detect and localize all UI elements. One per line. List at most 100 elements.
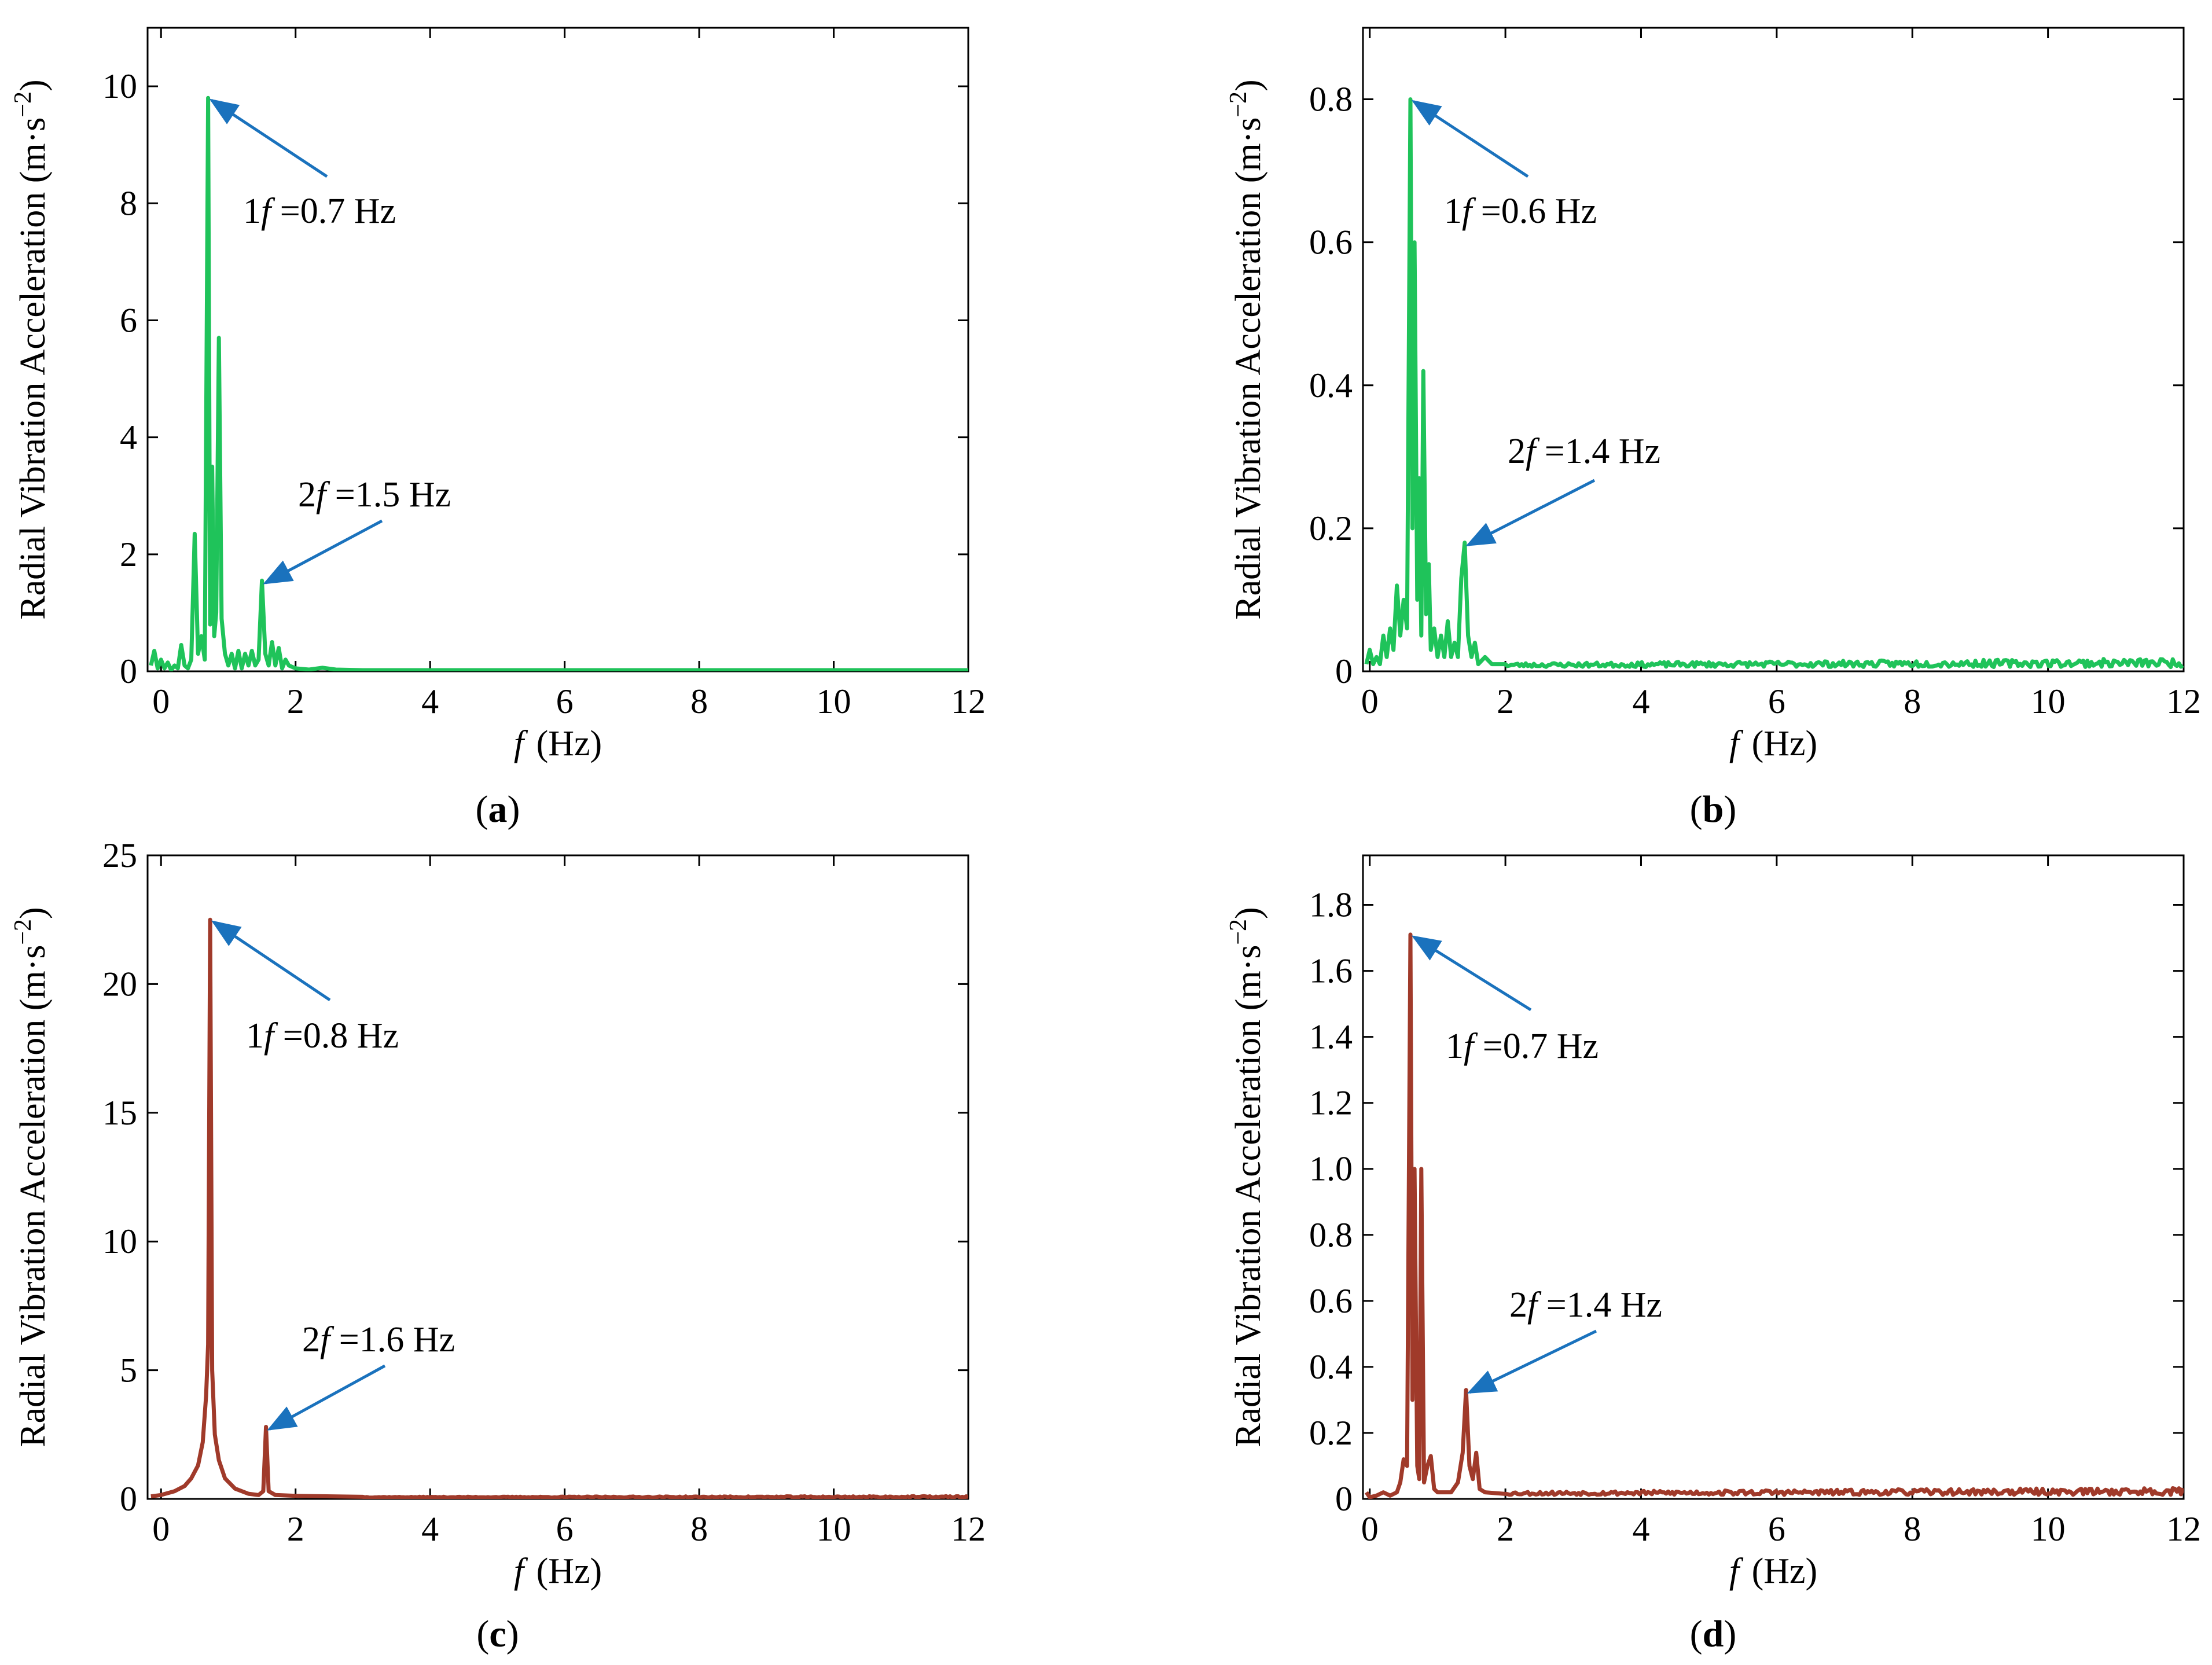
x-tick-label: 0 — [152, 1510, 170, 1548]
caption-close: ) — [506, 1613, 519, 1655]
y-axis-label-main: Radial Vibration Acceleration (m·s — [13, 945, 53, 1447]
y-tick-label: 6 — [120, 301, 137, 339]
annotation-harmonic-num: 1 — [246, 1016, 264, 1056]
annotation-value: =1.4 Hz — [1535, 432, 1660, 471]
x-tick-label: 2 — [1497, 682, 1514, 721]
annotation-arrow — [209, 98, 328, 178]
y-axis-label: Radial Vibration Acceleration (m·s−2) — [10, 907, 53, 1447]
annotation-harmonic-num: 2 — [1509, 1285, 1527, 1325]
y-tick-label: 0.4 — [1309, 1348, 1353, 1386]
y-axis-label-sup: −2 — [10, 919, 36, 945]
x-tick-label: 8 — [690, 682, 708, 721]
y-tick-label: 0 — [1335, 1480, 1353, 1518]
panel-caption: (b) — [1690, 788, 1737, 830]
annotation-harmonic-num: 1 — [1444, 192, 1462, 231]
y-axis-label-close: ) — [1229, 907, 1268, 919]
annotation-label: 1f =0.8 Hz — [246, 1016, 399, 1056]
y-tick-label: 0.4 — [1309, 366, 1353, 405]
x-axis-label: f (Hz) — [514, 1552, 602, 1591]
x-tick-label: 12 — [951, 1510, 986, 1548]
y-tick-label: 0.2 — [1309, 509, 1353, 547]
y-tick-label: 8 — [120, 184, 137, 222]
caption-letter: a — [488, 788, 508, 830]
y-tick-label: 10 — [102, 67, 137, 105]
y-tick-label: 0 — [120, 652, 137, 690]
x-tick-label: 12 — [2166, 682, 2201, 721]
annotation-value: =1.6 Hz — [330, 1320, 455, 1359]
annotation-arrow — [1411, 100, 1529, 178]
x-axis-label-unit: (Hz) — [1743, 1552, 1817, 1591]
y-tick-label: 1.2 — [1309, 1084, 1353, 1122]
annotation-arrow — [263, 519, 383, 585]
caption-close: ) — [1724, 788, 1736, 830]
spectrum-line — [149, 95, 968, 671]
annotation-label: 2f =1.4 Hz — [1509, 1285, 1662, 1325]
caption-letter: d — [1703, 1613, 1724, 1655]
y-axis-label-close: ) — [1229, 79, 1268, 91]
spectrum-line — [150, 917, 968, 1499]
x-tick-label: 2 — [287, 1510, 304, 1548]
x-tick-label: 8 — [1904, 1510, 1921, 1548]
plot-frame — [1362, 27, 2185, 672]
y-tick-label: 0.2 — [1309, 1414, 1353, 1452]
x-tick-label: 12 — [951, 682, 986, 721]
y-axis-label-sup: −2 — [1225, 919, 1252, 945]
x-axis-label-var: f — [514, 724, 528, 763]
x-tick-label: 10 — [2031, 682, 2066, 721]
x-axis-label-unit: (Hz) — [527, 724, 602, 763]
y-tick-label: 4 — [120, 418, 137, 457]
caption-open: ( — [476, 788, 488, 830]
x-tick-label: 4 — [421, 682, 439, 721]
annotation-harmonic-num: 1 — [243, 192, 261, 231]
y-tick-label: 10 — [102, 1222, 137, 1260]
x-tick-label: 10 — [2031, 1510, 2066, 1548]
annotation-value: =1.5 Hz — [326, 475, 451, 514]
y-axis-label-close: ) — [13, 79, 53, 91]
x-axis-label-var: f — [514, 1552, 528, 1591]
y-tick-label: 0.8 — [1309, 1216, 1353, 1254]
x-tick-label: 0 — [1361, 682, 1379, 721]
x-tick-label: 4 — [421, 1510, 439, 1548]
y-tick-label: 25 — [102, 836, 137, 874]
y-tick-label: 1.4 — [1309, 1018, 1353, 1056]
annotation-value: =0.7 Hz — [271, 192, 396, 231]
x-axis-label-var: f — [1729, 724, 1744, 763]
y-tick-label: 5 — [120, 1351, 137, 1390]
annotation-harmonic-num: 2 — [298, 475, 316, 514]
spectrum-line — [1365, 932, 2184, 1499]
annotation-label: 2f =1.6 Hz — [302, 1320, 455, 1359]
x-tick-label: 0 — [1361, 1510, 1379, 1548]
x-axis-label: f (Hz) — [514, 724, 602, 763]
x-tick-label: 8 — [690, 1510, 708, 1548]
y-tick-label: 20 — [102, 965, 137, 1003]
x-tick-label: 6 — [556, 682, 574, 721]
panel-caption: (d) — [1690, 1613, 1737, 1655]
x-tick-label: 2 — [287, 682, 304, 721]
x-axis-label-unit: (Hz) — [1743, 724, 1817, 763]
panel-caption: (c) — [476, 1613, 519, 1655]
y-tick-label: 0.8 — [1309, 80, 1353, 119]
y-axis-label-sup: −2 — [1225, 91, 1252, 117]
y-axis-label: Radial Vibration Acceleration (m·s−2) — [1225, 79, 1268, 619]
caption-open: ( — [476, 1613, 489, 1655]
annotation-harmonic-num: 2 — [1508, 432, 1526, 471]
x-tick-label: 4 — [1632, 682, 1649, 721]
x-tick-label: 4 — [1632, 1510, 1649, 1548]
spectrum-line — [1364, 97, 2184, 670]
y-tick-label: 0 — [120, 1480, 137, 1518]
y-tick-label: 1.6 — [1309, 952, 1353, 990]
x-axis-label: f (Hz) — [1729, 1552, 1817, 1591]
caption-letter: c — [489, 1613, 506, 1655]
x-tick-label: 6 — [556, 1510, 574, 1548]
caption-close: ) — [1724, 1613, 1736, 1655]
y-axis-label-sup: −2 — [10, 91, 36, 117]
x-tick-label: 6 — [1768, 1510, 1785, 1548]
annotation-harmonic-num: 1 — [1446, 1027, 1464, 1066]
caption-close: ) — [508, 788, 520, 830]
annotation-value: =0.8 Hz — [274, 1016, 399, 1056]
caption-open: ( — [1690, 788, 1703, 830]
y-axis-label-main: Radial Vibration Acceleration (m·s — [1229, 945, 1268, 1447]
